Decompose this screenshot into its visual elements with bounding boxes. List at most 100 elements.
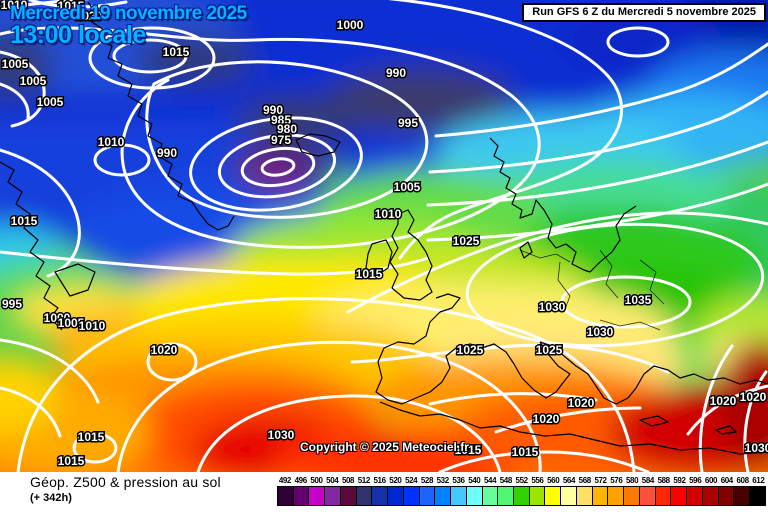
weather-map: 1010 1015 1020 1005 1005 1005 1010 990 1015 1000 9… [0,0,768,472]
scale-color-cell [451,487,467,505]
pressure-label: 975 [271,133,291,147]
scale-value: 560 [547,476,560,485]
pressure-label: 1020 [710,394,737,408]
model-run-info: Run GFS 6 Z du Mercredi 5 novembre 2025 [522,3,766,22]
scale-value: 516 [373,476,387,485]
scale-color-cell [639,487,656,505]
scale-color-cell [309,487,326,505]
scale-color-cell [498,487,515,505]
pressure-label: 1020 [151,343,178,357]
pressure-label: 1000 [337,18,364,32]
scale-color-cell [388,487,404,505]
copyright-text: Copyright © 2025 Meteociel.fr [300,440,469,454]
scale-color-cell [372,487,389,505]
scale-color-cell [419,487,436,505]
pressure-label: 1025 [453,234,480,248]
pressure-label: 1030 [745,441,768,455]
scale-value: 608 [736,476,749,485]
scale-value: 592 [673,476,686,485]
pressure-label: 990 [263,103,283,117]
scale-color-cell [529,487,546,505]
scale-value: 580 [626,476,639,485]
pressure-label: 1005 [58,316,85,330]
scale-value: 584 [641,476,655,485]
scale-color-cell [356,487,373,505]
pressure-label: 1020 [533,412,560,426]
pressure-label: 980 [277,122,297,136]
pressure-label: 1010 [98,135,125,149]
scale-color-cell [340,487,357,505]
scale-color-cell [435,487,452,505]
scale-color-cell [655,487,672,505]
pressure-label: 1010 [1,0,28,12]
scale-value: 564 [562,476,576,485]
scale-value: 556 [531,476,544,485]
pressure-label: 995 [398,116,418,130]
pressure-label: 1025 [536,343,563,357]
pressure-label: 1010 [375,207,402,221]
pressure-label: 985 [271,113,291,127]
scale-color-cell [734,487,751,505]
scale-value: 496 [294,476,308,485]
color-scale-legend: 492 496 500 504 508 512 516 520 524 528 532 536 540 5… [277,475,766,506]
scale-color-cell [718,487,735,505]
scale-color-cell [671,487,688,505]
scale-color-cell [466,487,483,505]
forecast-date: Mercredi 19 novembre 2025 [10,3,247,24]
pressure-label: 990 [157,146,177,160]
pressure-label: 1015 [11,214,38,228]
scale-value: 504 [326,476,339,485]
pressure-labels: 1010 101510201005100510051010990101510009… [0,0,768,470]
scale-value: 520 [389,476,402,485]
pressure-label: 1015 [455,443,482,457]
pressure-label: 1015 [163,45,190,59]
pressure-label: 1020 [76,9,103,23]
pressure-label: 1035 [625,293,652,307]
color-scale-cells [277,486,766,506]
pressure-label: 1005 [20,74,47,88]
pressure-label: 1005 [2,57,29,71]
pressure-label: 1030 [539,300,566,314]
pressure-label: 1015 [78,430,105,444]
pressure-label: 1020 [568,396,595,410]
pressure-label: 990 [386,66,406,80]
lead-time: (+ 342h) [30,492,72,504]
pressure-label: 1010 [79,319,106,333]
pressure-label: 1025 [457,343,484,357]
scale-value: 548 [499,476,513,485]
scale-value: 596 [689,476,702,485]
scale-value: 540 [468,476,481,485]
color-field [0,0,768,472]
chart-title: Géop. Z500 & pression au sol [30,474,221,490]
pressure-label: 1015 [356,267,383,281]
scale-value: 532 [436,476,450,485]
scale-value: 604 [720,476,734,485]
scale-color-cell [592,487,609,505]
forecast-valid-time: Mercredi 19 novembre 2025 13:00 locale [10,4,247,49]
scale-color-cell [482,487,499,505]
scale-color-cell [750,487,765,505]
pressure-label: 1000 [44,311,71,325]
scale-color-cell [687,487,703,505]
pressure-label: 1005 [37,95,64,109]
scale-color-cell [403,487,420,505]
scale-color-cell [545,487,562,505]
color-scale-values: 492 496 500 504 508 512 516 520 524 528 532 536 540 5… [277,475,766,486]
pressure-label: 1015 [512,445,539,459]
scale-value: 576 [610,476,623,485]
pressure-label: 1005 [394,180,421,194]
scale-value: 572 [594,476,607,485]
scale-color-cell [608,487,625,505]
scale-color-cell [576,487,593,505]
scale-value: 568 [578,476,592,485]
chart-caption: Géop. Z500 & pression au sol (+ 342h) [30,474,221,504]
scale-color-cell [293,487,310,505]
scale-value: 612 [752,476,765,485]
pressure-label: 995 [2,297,22,311]
scale-value: 492 [278,476,292,485]
scale-color-cell [278,487,294,505]
coastlines [0,1,768,455]
scale-value: 536 [452,476,465,485]
scale-color-cell [624,487,640,505]
